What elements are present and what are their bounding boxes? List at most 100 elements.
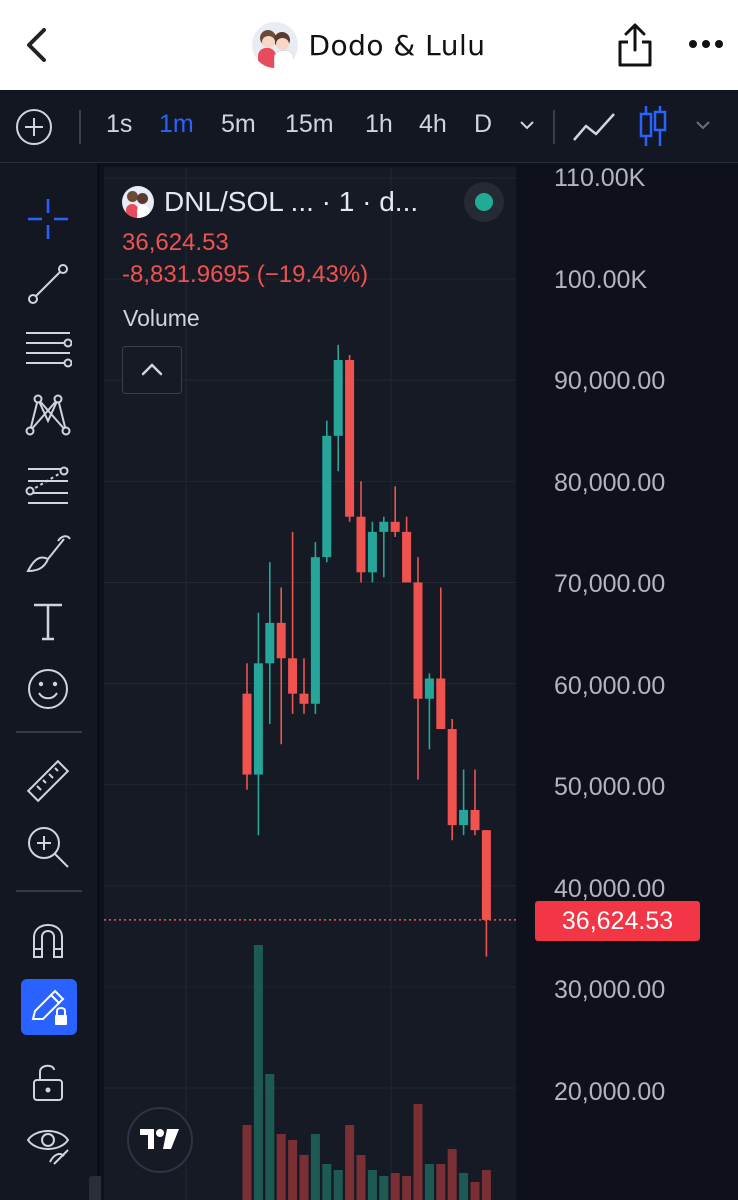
volume-bar [322, 1164, 332, 1200]
candle-body [447, 729, 457, 826]
ruler-icon[interactable] [24, 757, 72, 805]
last-price: 36,624.53 [122, 229, 229, 256]
volume-bar [424, 1164, 434, 1200]
volume-bar [265, 1074, 275, 1200]
candle-body [299, 693, 309, 704]
toolbar-divider [553, 110, 555, 144]
candlestick-chart [104, 167, 516, 1200]
sidebar-scroll-handle[interactable] [89, 1176, 101, 1200]
unlock-icon[interactable] [24, 1056, 72, 1104]
volume-bar [379, 1176, 389, 1200]
sidebar-border [97, 163, 100, 1200]
more-horizontal-icon[interactable] [688, 36, 724, 52]
volume-bar [459, 1173, 469, 1200]
text-tool-icon[interactable] [24, 597, 72, 645]
volume-bar [242, 1125, 252, 1200]
trend-line-icon[interactable] [24, 260, 72, 308]
toolbar-divider [79, 110, 81, 144]
market-status-indicator[interactable] [464, 182, 504, 222]
candle-body [356, 516, 366, 573]
symbol-title[interactable]: DNL/SOL ... · 1 · d... [164, 186, 419, 217]
pencil-lock-icon [31, 989, 67, 1025]
timeframe-5m[interactable]: 5m [221, 110, 256, 138]
price-tick-label: 50,000.00 [554, 773, 666, 801]
tradingview-logo[interactable] [127, 1107, 193, 1173]
timeframe-4h[interactable]: 4h [419, 110, 447, 138]
volume-bar [413, 1104, 423, 1200]
volume-label: Volume [123, 305, 200, 331]
candle-body [242, 693, 252, 775]
avatar [252, 22, 299, 68]
volume-bar [276, 1134, 286, 1200]
price-tick-label: 100.00K [554, 265, 648, 294]
volume-bar [436, 1164, 446, 1200]
zoom-in-icon[interactable] [24, 823, 72, 871]
candle-body [367, 531, 377, 573]
pattern-tool-icon[interactable] [24, 391, 72, 439]
price-tick-label: 90,000.00 [554, 367, 666, 395]
line-chart-icon[interactable] [572, 110, 616, 144]
lock-drawings-button[interactable] [21, 979, 77, 1035]
candle-body [413, 582, 423, 699]
volume-bar [310, 1134, 320, 1200]
candle-body [390, 521, 400, 532]
page-title: Dodo & Lulu [308, 28, 486, 62]
price-tick-label: 30,000.00 [554, 976, 666, 1004]
volume-bar [367, 1170, 377, 1200]
hide-drawings-icon[interactable] [24, 1118, 72, 1166]
crosshair-icon[interactable] [24, 195, 72, 243]
sidebar-divider [16, 890, 82, 892]
candle-body [481, 830, 491, 920]
candle-body [436, 678, 446, 730]
brush-icon[interactable] [24, 529, 72, 577]
volume-bar [481, 1170, 491, 1200]
fib-retracement-icon[interactable] [24, 461, 72, 509]
horizontal-lines-icon[interactable] [24, 325, 72, 373]
timeframe-dropdown-icon[interactable] [518, 118, 536, 132]
candle-body [333, 360, 343, 436]
collapse-legend-button[interactable] [122, 346, 182, 394]
volume-bar [447, 1149, 457, 1200]
price-change: -8,831.9695 (−19.43%) [122, 261, 369, 288]
price-tick-label: 80,000.00 [554, 468, 666, 497]
price-tick-label: 40,000.00 [554, 874, 666, 903]
add-indicator-icon[interactable] [15, 108, 53, 146]
candle-body [470, 809, 480, 831]
drawing-toolbar [0, 163, 97, 1200]
app-header: Dodo & Lulu [0, 0, 738, 90]
candle-body [459, 809, 469, 826]
candle-body [310, 557, 320, 704]
current-price-tag: 36,624.53 [535, 901, 700, 941]
candle-body [276, 622, 286, 659]
price-tick-label: 20,000.00 [554, 1077, 666, 1106]
volume-bar [402, 1176, 412, 1200]
candle-body [265, 622, 275, 664]
price-tick-label: 70,000.00 [554, 570, 666, 598]
chart-type-dropdown-icon[interactable] [694, 118, 712, 132]
price-tick-label: 60,000.00 [554, 671, 666, 700]
timeframe-d[interactable]: D [474, 110, 493, 138]
candle-body [424, 678, 434, 699]
timeframe-1h[interactable]: 1h [365, 110, 393, 138]
timeframe-1s[interactable]: 1s [106, 110, 133, 138]
volume-bar [299, 1155, 309, 1200]
share-icon[interactable] [616, 22, 654, 68]
chart-pane[interactable] [104, 167, 516, 1200]
timeframe-15m[interactable]: 15m [285, 110, 334, 138]
price-scale[interactable] [516, 167, 738, 1200]
price-tick-label: 110.00K [554, 164, 646, 192]
volume-bar [470, 1182, 480, 1200]
emoji-icon[interactable] [24, 665, 72, 713]
magnet-icon[interactable] [24, 915, 72, 963]
candlestick-icon[interactable] [637, 104, 669, 148]
chevron-up-icon [141, 363, 163, 376]
symbol-avatar [122, 186, 154, 218]
candle-body [322, 435, 332, 558]
volume-bar [345, 1125, 355, 1200]
volume-bar [333, 1170, 343, 1200]
volume-bar [390, 1173, 400, 1200]
chevron-left-icon[interactable] [22, 27, 52, 63]
volume-bar [356, 1155, 366, 1200]
candle-body [253, 663, 263, 775]
timeframe-1m[interactable]: 1m [159, 110, 194, 138]
